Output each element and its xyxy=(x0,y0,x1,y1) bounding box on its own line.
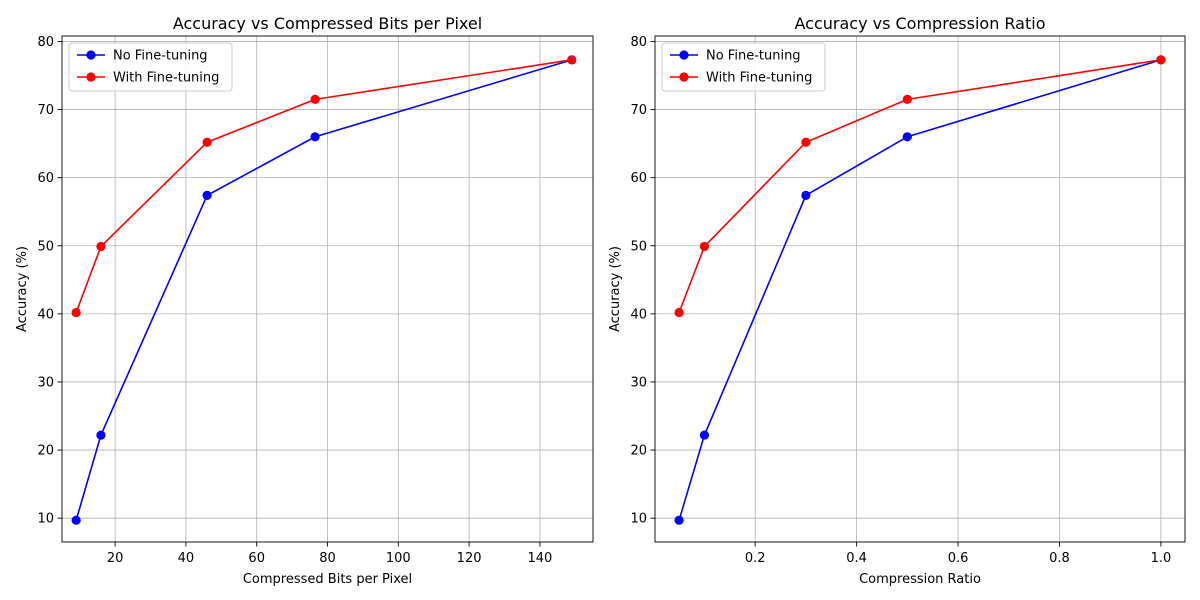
legend-label-1: No Fine-tuning xyxy=(706,49,801,64)
y-tick-label: 70 xyxy=(630,103,647,118)
y-axis-label: Accuracy (%) xyxy=(15,246,30,332)
data-point xyxy=(902,94,912,104)
data-point xyxy=(567,55,577,65)
data-point xyxy=(699,430,710,440)
legend-label-2: With Fine-tuning xyxy=(706,71,812,86)
x-tick-label: 140 xyxy=(527,551,552,566)
legend-box xyxy=(68,42,233,92)
data-point xyxy=(801,137,811,147)
data-point xyxy=(71,307,81,318)
legend: No Fine-tuning With Fine-tuning xyxy=(68,42,233,92)
legend-marker-1 xyxy=(86,50,96,60)
data-point xyxy=(310,132,320,142)
data-point xyxy=(674,515,684,525)
x-tick-label: 60 xyxy=(248,551,265,566)
data-point xyxy=(202,137,212,147)
x-tick-label: 80 xyxy=(319,551,336,566)
data-point xyxy=(902,132,912,142)
y-tick-label: 30 xyxy=(630,375,647,390)
y-axis-label: Accuracy (%) xyxy=(608,246,623,332)
data-point xyxy=(310,94,320,104)
data-point xyxy=(1156,55,1166,65)
y-tick-label: 50 xyxy=(630,239,647,254)
x-tick-label: 0.8 xyxy=(1049,551,1070,566)
x-tick-label: 120 xyxy=(457,551,482,566)
y-tick-label: 80 xyxy=(630,35,647,50)
x-axis-label: Compressed Bits per Pixel xyxy=(243,572,412,587)
legend-box xyxy=(661,42,826,92)
y-tick-label: 60 xyxy=(630,171,647,186)
chart-1: 20 40 60 80 100 120 140 10 20 30 40 50 60 70 80 Accurac… xyxy=(15,14,594,587)
y-tick-label: 10 xyxy=(630,512,647,527)
data-point xyxy=(71,515,81,525)
y-tick-label: 20 xyxy=(37,444,54,459)
y-tick-label: 70 xyxy=(37,103,54,118)
legend-label-2: With Fine-tuning xyxy=(113,71,219,86)
y-tick-label: 40 xyxy=(37,307,54,322)
x-tick-label: 0.2 xyxy=(745,551,766,566)
y-tick-label: 40 xyxy=(630,307,647,322)
data-point xyxy=(699,241,710,252)
legend-label-1: No Fine-tuning xyxy=(113,49,208,64)
x-tick-label: 0.4 xyxy=(846,551,867,566)
data-point xyxy=(96,241,106,252)
legend-marker-1 xyxy=(679,50,689,60)
data-point xyxy=(674,307,684,318)
y-tick-label: 50 xyxy=(37,239,54,254)
data-point xyxy=(202,190,212,200)
y-tick-label: 30 xyxy=(37,375,54,390)
legend-marker-2 xyxy=(679,72,689,82)
x-tick-label: 1.0 xyxy=(1151,551,1172,566)
x-tick-label: 40 xyxy=(178,551,195,566)
axes-frame xyxy=(654,35,1186,543)
x-tick-label: 20 xyxy=(107,551,124,566)
x-axis-label: Compression Ratio xyxy=(859,572,981,587)
y-tick-label: 10 xyxy=(37,512,54,527)
x-tick-label: 100 xyxy=(386,551,411,566)
chart-2: 0.2 0.4 0.6 0.8 1.0 10 20 30 40 50 60 70 80 Accuracy … xyxy=(608,14,1186,587)
legend: No Fine-tuning With Fine-tuning xyxy=(661,42,826,92)
y-tick-label: 20 xyxy=(630,444,647,459)
y-tick-label: 60 xyxy=(37,171,54,186)
chart-title: Accuracy vs Compressed Bits per Pixel xyxy=(173,14,482,33)
y-tick-label: 80 xyxy=(37,35,54,50)
x-tick-label: 0.6 xyxy=(948,551,969,566)
chart-title: Accuracy vs Compression Ratio xyxy=(794,14,1045,33)
data-point xyxy=(96,430,106,440)
data-point xyxy=(801,190,811,200)
legend-marker-2 xyxy=(86,72,96,82)
